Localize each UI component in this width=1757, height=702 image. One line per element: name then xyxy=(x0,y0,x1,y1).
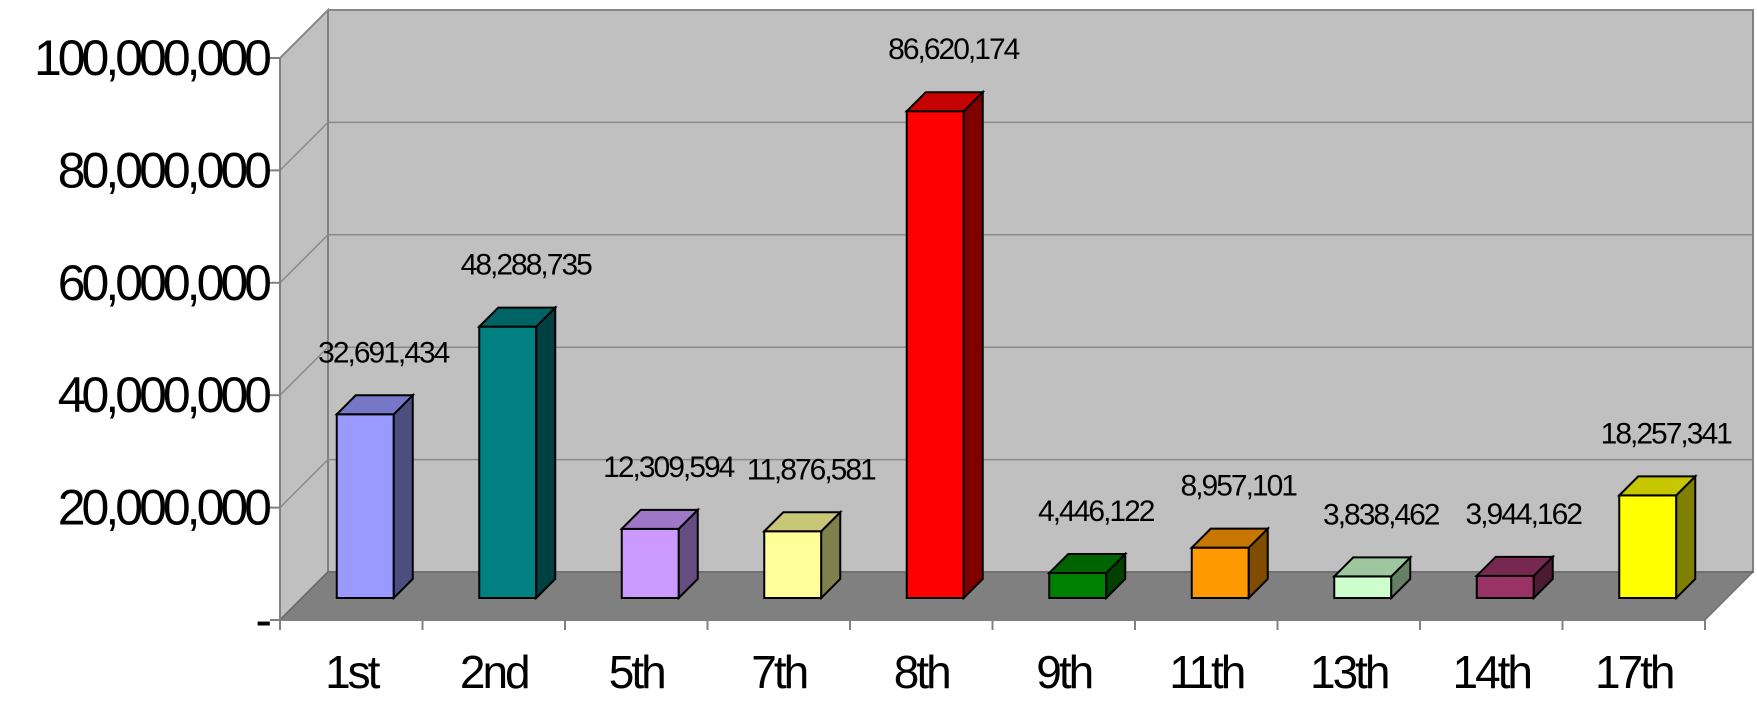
bar-front xyxy=(478,325,538,599)
bar-top xyxy=(334,394,416,416)
bar-front xyxy=(1333,575,1393,600)
x-tick-label: 7th xyxy=(751,646,806,698)
x-axis-tick-labels: 1st 2nd 5th 7th 8th 9th 11th 13th 14th 17th xyxy=(325,646,1676,698)
bar-front xyxy=(1475,574,1535,599)
y-tick-label: 80,000,000 xyxy=(58,142,270,198)
gridline xyxy=(279,458,1753,509)
bar-front xyxy=(1190,546,1250,599)
y-tick-label: 100,000,000 xyxy=(34,30,270,86)
gridline xyxy=(279,346,1753,396)
bar xyxy=(334,392,416,601)
bars xyxy=(334,89,1698,601)
bar xyxy=(1331,555,1413,601)
data-label: 4,446,122 xyxy=(1038,495,1155,528)
bar-front xyxy=(1618,494,1678,599)
bar-side xyxy=(1675,473,1697,601)
bar xyxy=(476,305,558,601)
bar-top xyxy=(761,511,843,533)
x-tick-label: 2nd xyxy=(460,646,528,698)
y-axis-tick-labels: - 20,000,000 40,000,000 60,000,000 80,000,00… xyxy=(34,30,274,648)
bar-front xyxy=(905,110,965,600)
x-tick-label: 8th xyxy=(894,646,949,698)
bar-top xyxy=(1331,556,1413,578)
data-label: 8,957,101 xyxy=(1181,470,1298,503)
bar-top xyxy=(1046,553,1128,575)
data-label: 3,944,162 xyxy=(1466,498,1583,531)
data-label: 18,257,341 xyxy=(1601,417,1732,450)
back-wall xyxy=(327,9,1754,573)
bar-top xyxy=(1616,475,1698,497)
x-tick-label: 1st xyxy=(325,646,381,698)
bar-top xyxy=(1189,527,1271,549)
y-tick-label: - xyxy=(255,592,270,648)
bar-front xyxy=(1048,572,1108,600)
y-tick-label: 60,000,000 xyxy=(58,255,270,311)
bar-top xyxy=(476,306,558,328)
data-label: 48,288,735 xyxy=(461,249,592,282)
data-label: 11,876,581 xyxy=(747,453,876,486)
bar-front xyxy=(763,530,823,599)
bar xyxy=(1189,526,1271,601)
bar xyxy=(761,509,843,601)
bar-front xyxy=(620,527,680,599)
bar xyxy=(1046,551,1128,601)
x-tick-label: 13th xyxy=(1310,646,1388,698)
bar-top xyxy=(904,91,986,113)
x-tick-label: 9th xyxy=(1036,646,1091,698)
x-tick-label: 17th xyxy=(1595,646,1673,698)
bar-side xyxy=(962,89,984,601)
y-tick-label: 40,000,000 xyxy=(58,367,270,423)
bar-top xyxy=(619,508,701,530)
chart-walls xyxy=(278,7,1755,623)
data-label: 32,691,434 xyxy=(318,336,449,369)
gridlines xyxy=(279,9,1753,509)
data-label: 3,838,462 xyxy=(1323,498,1440,531)
bar xyxy=(904,89,986,601)
x-tick-label: 11th xyxy=(1169,646,1244,698)
bar-front xyxy=(335,413,395,599)
bar-side xyxy=(535,305,557,601)
bar xyxy=(1474,554,1556,601)
gridline xyxy=(279,234,1753,284)
y-tick-label: 20,000,000 xyxy=(58,480,270,536)
bar xyxy=(619,507,701,601)
data-label: 86,620,174 xyxy=(888,33,1019,66)
side-wall xyxy=(279,7,329,623)
data-label: 12,309,594 xyxy=(603,451,734,484)
gridline xyxy=(279,121,1753,171)
gridline xyxy=(279,9,1753,59)
bar-side xyxy=(392,392,414,601)
data-labels: 32,691,434 48,288,735 12,309,594 11,876,581… xyxy=(318,33,1734,531)
bar xyxy=(1616,473,1698,601)
x-tick-label: 5th xyxy=(609,646,664,698)
axes xyxy=(270,57,1706,630)
x-tick-label: 14th xyxy=(1452,646,1530,698)
bar-top xyxy=(1474,555,1556,577)
